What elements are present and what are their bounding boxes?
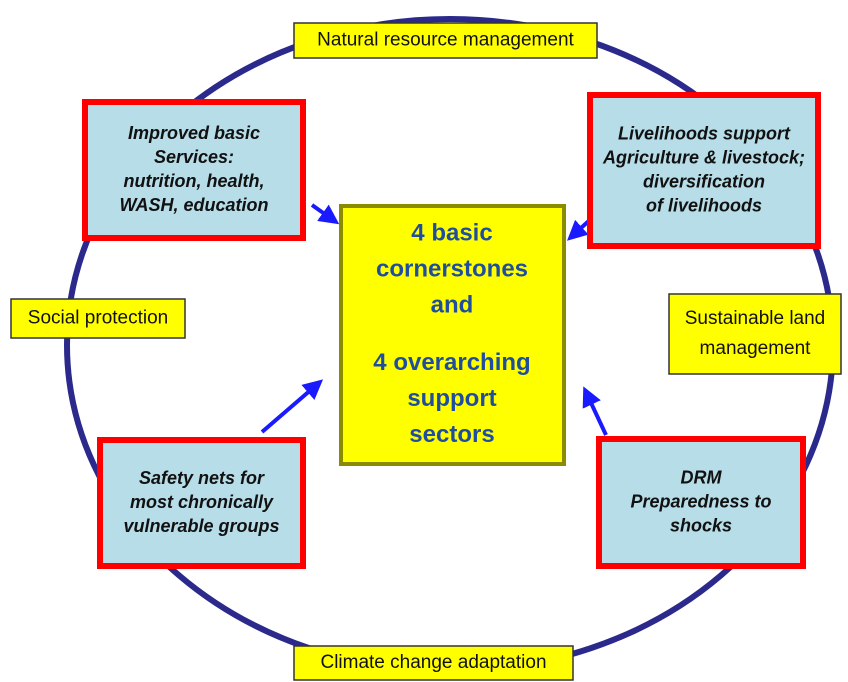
cornerstone-box (82, 99, 306, 241)
center-text: 4 basic (411, 220, 492, 247)
corner-text: Safety nets for (139, 468, 265, 488)
sector-box (668, 293, 842, 375)
center-text: 4 overarching (373, 349, 530, 376)
sector-text: Climate change adaptation (320, 652, 546, 673)
sector-text: management (700, 338, 812, 359)
sector-box (293, 22, 598, 59)
corner-text: shocks (670, 515, 732, 535)
corner-text: Improved basic (128, 123, 260, 143)
center-text: support (407, 385, 496, 412)
center-text: sectors (409, 421, 494, 448)
corner-text: Livelihoods support (618, 123, 791, 143)
corner-text: WASH, education (119, 195, 268, 215)
cornerstone-box (596, 436, 806, 569)
sector-box (293, 645, 574, 681)
corner-text: nutrition, health, (124, 171, 265, 191)
arrow (260, 379, 324, 434)
corner-text: diversification (643, 171, 765, 191)
corner-text: Services: (154, 147, 234, 167)
cornerstone-box (587, 92, 821, 249)
corner-text: DRM (681, 467, 723, 487)
sector-box (10, 298, 186, 339)
sector-text: Natural resource management (317, 30, 574, 51)
sector-text: Social protection (28, 308, 168, 329)
center-box (339, 204, 566, 466)
corner-text: Agriculture & livestock; (602, 147, 805, 167)
center-text: cornerstones (376, 256, 528, 283)
corner-text: vulnerable groups (123, 516, 279, 536)
cornerstone-box (97, 437, 306, 569)
corner-text: most chronically (130, 492, 274, 512)
corner-text: Preparedness to (630, 491, 771, 511)
center-text: and (431, 292, 474, 319)
arrow (310, 203, 340, 225)
arrow (582, 386, 608, 436)
sector-text: Sustainable land (685, 308, 826, 329)
corner-text: of livelihoods (646, 195, 762, 215)
